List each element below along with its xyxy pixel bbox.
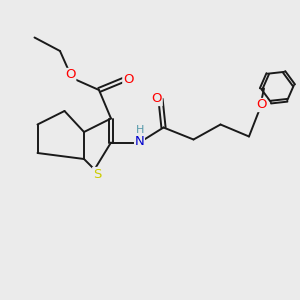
Text: O: O — [152, 92, 162, 106]
Text: O: O — [65, 68, 76, 82]
Text: N: N — [135, 135, 144, 148]
Text: O: O — [256, 98, 266, 112]
Text: H: H — [136, 125, 144, 135]
Text: O: O — [123, 73, 134, 86]
Text: S: S — [93, 167, 101, 181]
